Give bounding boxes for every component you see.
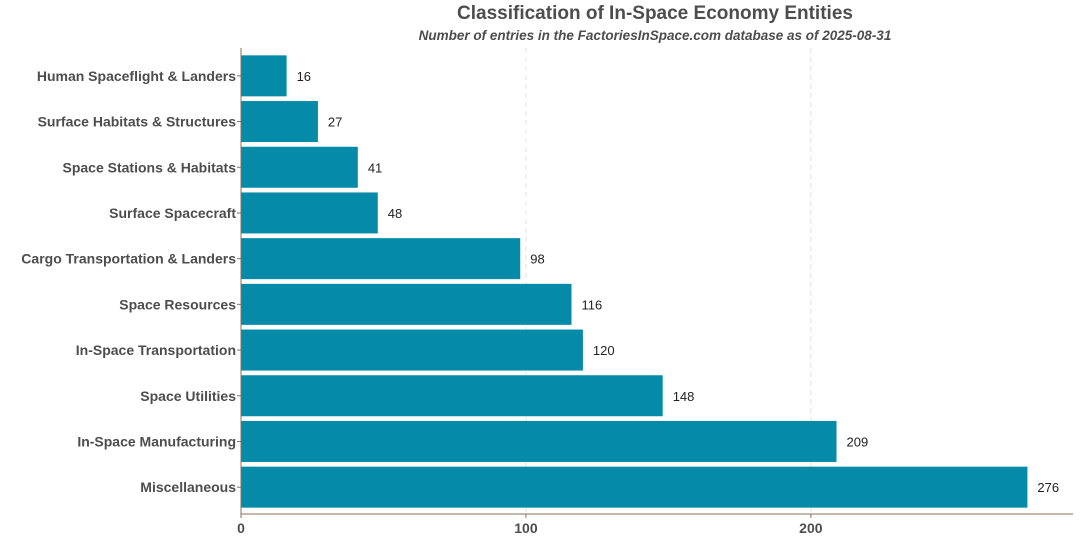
category-label: In-Space Transportation [76, 342, 236, 358]
x-tick-label: 200 [799, 520, 823, 536]
bar [241, 466, 1028, 508]
data-label: 48 [388, 206, 402, 221]
category-label: Space Resources [119, 296, 236, 312]
category-label: Cargo Transportation & Landers [21, 251, 236, 267]
x-tick-label: 100 [514, 520, 538, 536]
bar [241, 329, 583, 371]
bar [241, 192, 378, 234]
bar [241, 283, 572, 325]
bar [241, 55, 287, 97]
chart-subtitle: Number of entries in the FactoriesInSpac… [418, 28, 892, 43]
data-label: 98 [530, 252, 544, 267]
bar [241, 375, 663, 417]
category-label: Human Spaceflight & Landers [37, 68, 236, 84]
category-label: Space Utilities [140, 388, 236, 404]
data-label: 41 [368, 160, 382, 175]
category-label: Surface Spacecraft [109, 205, 236, 221]
category-label: Space Stations & Habitats [63, 159, 237, 175]
chart-title: Classification of In-Space Economy Entit… [457, 3, 853, 24]
bar [241, 146, 358, 188]
data-label: 27 [328, 115, 342, 130]
data-label: 120 [593, 343, 615, 358]
category-label: In-Space Manufacturing [77, 433, 236, 449]
data-label: 209 [847, 434, 869, 449]
data-label: 116 [582, 297, 603, 312]
data-label: 276 [1037, 480, 1059, 495]
category-label: Surface Habitats & Structures [38, 114, 237, 130]
bar [241, 101, 318, 143]
x-tick-label: 0 [237, 520, 245, 536]
category-label: Miscellaneous [140, 479, 236, 495]
data-label: 16 [297, 69, 311, 84]
data-label: 148 [673, 389, 695, 404]
bar [241, 238, 521, 280]
bar [241, 420, 837, 462]
